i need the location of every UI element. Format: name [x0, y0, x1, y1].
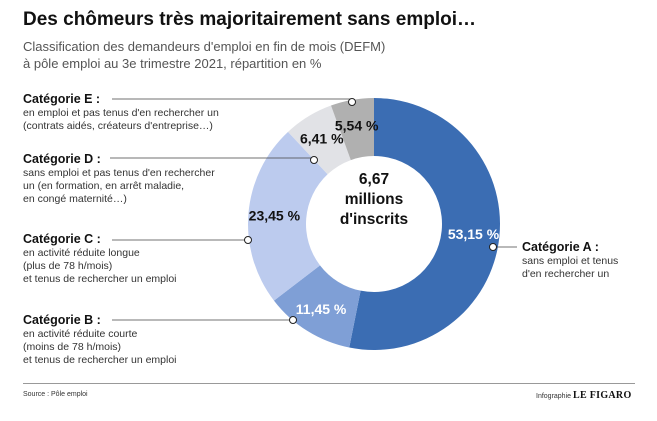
category-d-desc-2: un (en formation, en arrêt maladie, [23, 180, 185, 192]
category-c-name: Catégorie C : [23, 232, 101, 246]
leader-dot-d [310, 156, 318, 164]
legend-category-d: Catégorie D : sans emploi et pas tenus d… [23, 151, 215, 206]
source-note: Source : Pôle emploi [23, 391, 88, 398]
legend-category-a: Catégorie A : sans emploi et tenus d'en … [522, 239, 618, 281]
chart-subtitle: Classification des demandeurs d'emploi e… [23, 38, 385, 72]
category-b-name: Catégorie B : [23, 313, 101, 327]
category-e-desc-1: en emploi et pas tenus d'en rechercher u… [23, 107, 219, 119]
leader-dot-b [289, 316, 297, 324]
subtitle-line-1: Classification des demandeurs d'emploi e… [23, 39, 386, 54]
legend-category-c: Catégorie C : en activité réduite longue… [23, 231, 177, 286]
legend-category-e: Catégorie E : en emploi et pas tenus d'e… [23, 91, 219, 133]
leader-dot-c [244, 236, 252, 244]
donut-slice-a [349, 98, 500, 350]
credit-brand-logo: LE FIGARO [572, 390, 632, 401]
category-d-desc-1: sans emploi et pas tenus d'en rechercher [23, 167, 215, 179]
category-e-desc-2: (contrats aidés, créateurs d'entreprise…… [23, 120, 213, 132]
center-total: 6,67 [358, 171, 390, 188]
credit: Infographie LE FIGARO [536, 390, 632, 401]
donut-slice-b [273, 265, 361, 348]
footer-divider [23, 383, 635, 384]
center-unit: millions [344, 191, 404, 208]
legend-category-b: Catégorie B : en activité réduite courte… [23, 312, 177, 367]
category-b-desc-2: (moins de 78 h/mois) [23, 341, 122, 353]
center-caption: d'inscrits [339, 211, 409, 228]
donut-slice-d [288, 105, 351, 175]
category-c-desc-2: (plus de 78 h/mois) [23, 260, 113, 272]
category-c-desc-1: en activité réduite longue [23, 247, 140, 259]
category-b-desc-1: en activité réduite courte [23, 328, 138, 340]
donut-slice-e [331, 98, 374, 161]
chart-title: Des chômeurs très majoritairement sans e… [23, 9, 476, 30]
category-c-desc-3: et tenus de rechercher un emploi [23, 273, 177, 285]
slice-value-label-c: 23,45 % [249, 208, 301, 224]
category-d-desc-3: en congé maternité…) [23, 193, 127, 205]
slice-value-label-a: 53,15 % [448, 226, 500, 242]
category-a-desc-1: sans emploi et tenus [522, 255, 619, 267]
category-e-name: Catégorie E : [23, 92, 101, 106]
category-b-desc-3: et tenus de rechercher un emploi [23, 354, 177, 366]
slice-value-label-d: 6,41 % [300, 131, 344, 147]
subtitle-line-2: à pôle emploi au 3e trimestre 2021, répa… [23, 56, 322, 71]
leader-dot-e [348, 98, 356, 106]
donut-center-label: 6,67 millions d'inscrits [308, 170, 440, 230]
leader-dot-a [489, 243, 497, 251]
category-a-desc-2: d'en rechercher un [522, 268, 610, 280]
category-a-name: Catégorie A : [522, 240, 599, 254]
donut-slice-c [247, 131, 328, 301]
slice-value-label-e: 5,54 % [335, 118, 379, 134]
slice-value-label-b: 11,45 % [296, 301, 347, 317]
category-d-name: Catégorie D : [23, 152, 101, 166]
credit-prefix: Infographie [536, 393, 572, 400]
